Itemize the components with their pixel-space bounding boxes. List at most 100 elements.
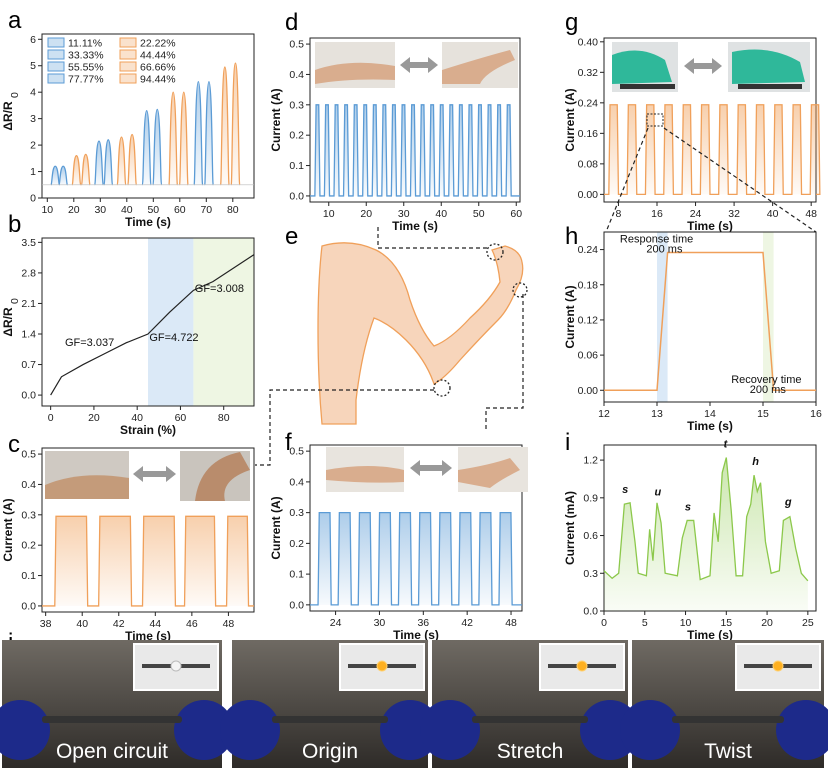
photo-caption: Twist [704,740,752,763]
x-tick-label: 24 [330,617,342,629]
x-tick-label: 8 [616,208,622,220]
panel-label-e: e [285,223,298,250]
series-line [310,511,522,606]
legend-label: 11.11% [68,38,102,50]
connector-lines [255,127,817,466]
legend-label: 33.33% [68,50,104,62]
series-line [42,515,254,607]
photo-strip-j: Open circuit Origin Stretch Twist [0,640,828,768]
legend-swatch [119,61,137,72]
glove-right [776,700,828,760]
area-fill [604,104,820,195]
y-tick-label: 0.06 [578,350,599,362]
x-tick-label: 10 [680,617,692,629]
y-tick-label: 0.0 [21,600,36,612]
y-tick-label: 0.0 [21,390,36,402]
x-axis-label: Time (s) [687,628,733,642]
y-tick-label: 0.5 [289,39,304,51]
x-tick-label: 20 [88,412,100,424]
panel-label-d: d [285,9,298,36]
y-tick-label: 0.00 [578,385,599,397]
peak-14 [219,66,230,186]
x-tick-label: 30 [94,204,106,216]
x-tick-label: 60 [510,208,522,220]
y-tick-label: 0.24 [578,97,599,109]
panel-label-h: h [565,223,578,250]
y-tick-label: 1 [30,166,36,178]
y-tick-label: 0.1 [289,160,304,172]
legend-swatch [47,49,65,60]
y-tick-label: 0.6 [583,530,598,542]
chart-g: 8 16 24 32 40 48 0.00 0.08 0.16 0.24 0.32 0.40 Time … [563,36,821,233]
x-axis-label: Time (s) [687,219,733,233]
shaded-region [193,238,254,406]
gf-annotation: GF=4.722 [149,332,198,344]
y-axis-label: Current (A) [269,88,283,151]
y-tick-label: 0.12 [578,314,599,326]
x-tick-label: 16 [651,208,663,220]
x-axis-label: Time (s) [125,215,171,229]
zoom-box [646,113,664,127]
series-line [310,104,520,197]
x-tick-label: 20 [68,204,80,216]
x-axis-label: Time (s) [687,419,733,433]
y-tick-label: 0.0 [289,599,304,611]
y-axis-label-subscript: 0 [9,92,21,98]
x-tick-label: 12 [598,408,610,420]
sample-strip [472,716,588,723]
y-tick-label: 2 [30,140,36,152]
y-tick-label: 4 [30,87,36,99]
x-tick-label: 80 [218,412,230,424]
y-tick-label: 0.08 [578,158,599,170]
plot-frame [309,37,521,203]
glove-left [420,700,480,760]
y-tick-label: 0.4 [289,476,304,488]
x-tick-label: 40 [435,208,447,220]
x-tick-label: 42 [113,618,125,630]
legend-label: 44.44% [140,50,176,62]
photo-caption: Open circuit [56,740,168,763]
response-curve [604,251,816,392]
plot-frame [41,33,255,199]
y-axis-label: ΔR/R [1,101,15,131]
peak-11 [178,91,189,186]
legend-swatch [119,73,137,84]
y-tick-label: 1.4 [21,329,36,341]
y-tick-label: 0.16 [578,128,599,140]
led-on-icon [376,660,388,672]
y-tick-label: 0.4 [289,69,304,81]
x-tick-label: 15 [720,617,732,629]
x-tick-label: 48 [505,617,517,629]
photo-caption: Stretch [497,740,564,763]
sample-strip [42,716,182,723]
sensor-marker-elbow [433,379,451,397]
letter-label: t [724,439,729,451]
y-axis-label: Current (A) [1,498,15,561]
x-tick-label: 40 [131,412,143,424]
legend-label: 22.22% [140,38,176,50]
x-tick-label: 0 [48,412,54,424]
peak-5 [103,139,114,186]
x-tick-label: 50 [147,204,159,216]
time-annotation: Response time [620,234,693,246]
y-tick-label: 0.4 [21,479,36,491]
inset-photos-f [326,447,528,492]
x-tick-label: 0 [601,617,607,629]
chart-b: 0 20 40 60 80 0.0 0.7 1.4 2.1 2.8 3.5 Strain (%) ΔR/… [1,237,255,437]
x-tick-label: 25 [802,617,814,629]
x-tick-label: 36 [417,617,429,629]
panel-label-i: i [565,429,570,456]
glove-left [0,700,50,760]
chart-i: 0 5 10 15 20 25 0.0 0.3 0.6 0.9 1.2 Time (s) Current… [563,439,817,642]
gauge-factor-line [50,254,255,396]
arm-silhouette [317,242,528,425]
y-tick-label: 3.5 [21,237,36,249]
time-annotation: 200 ms [646,244,683,256]
y-tick-label: 0.00 [578,189,599,201]
legend-swatch [47,61,65,72]
inset-photos-g [612,42,810,92]
y-tick-label: 0.2 [289,130,304,142]
legend-swatch [119,37,137,48]
y-tick-label: 0.9 [583,492,598,504]
y-tick-label: 0.24 [578,244,599,256]
